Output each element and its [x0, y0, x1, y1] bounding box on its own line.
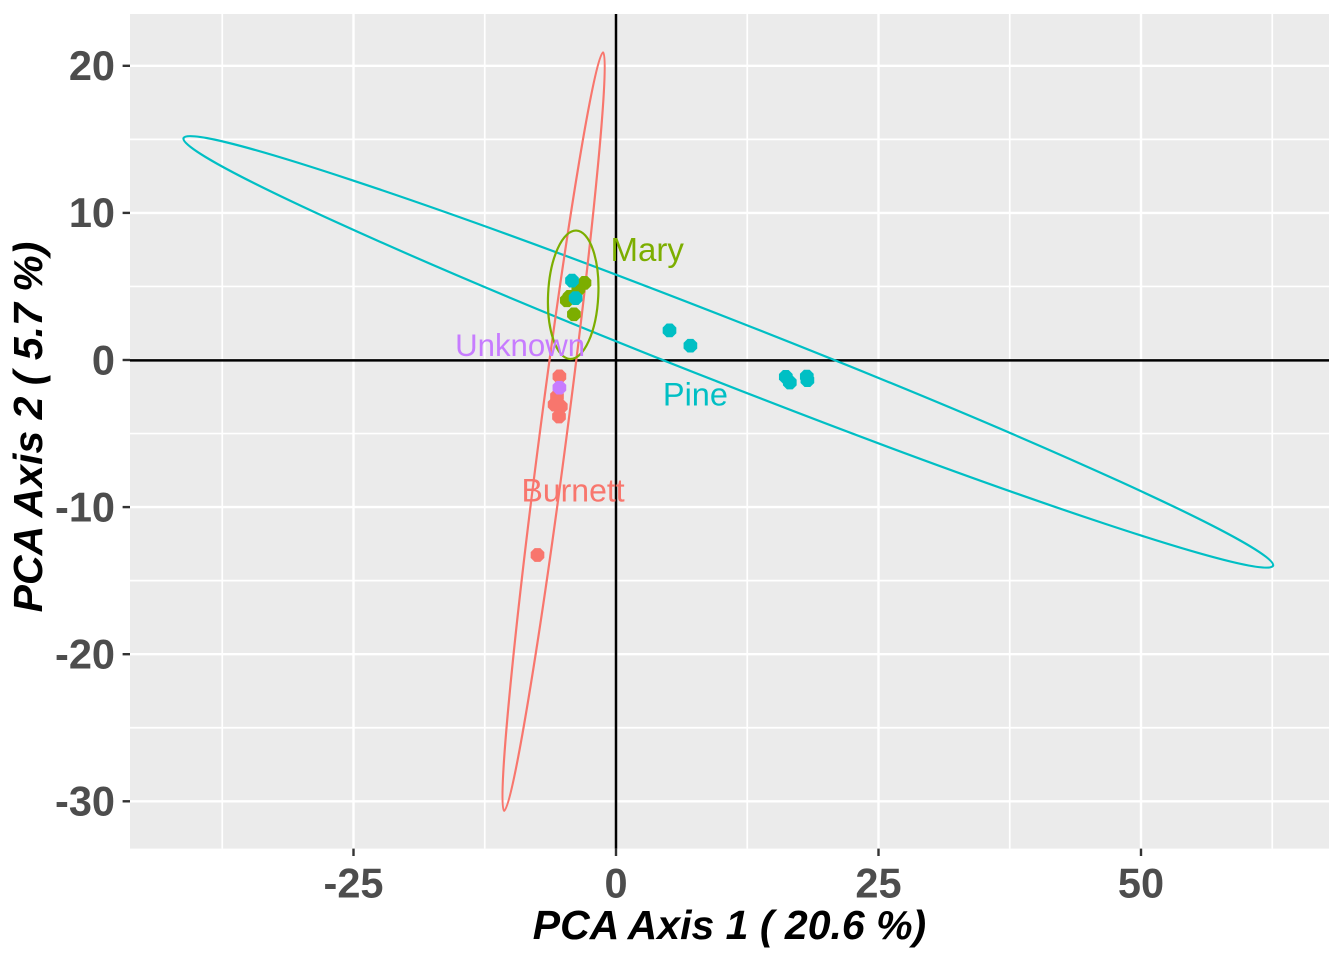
svg-text:-30: -30: [55, 778, 115, 825]
svg-text:Unknown: Unknown: [455, 328, 585, 363]
svg-text:20: 20: [69, 42, 115, 89]
svg-text:PCA Axis 2 ( 5.7 %): PCA Axis 2 ( 5.7 %): [5, 242, 51, 613]
svg-text:-10: -10: [55, 483, 115, 530]
svg-text:-20: -20: [55, 631, 115, 678]
svg-text:10: 10: [69, 189, 115, 236]
svg-text:-25: -25: [324, 859, 384, 906]
svg-text:Mary: Mary: [611, 231, 685, 268]
svg-text:0: 0: [92, 336, 115, 383]
svg-text:PCA Axis 1 ( 20.6 %): PCA Axis 1 ( 20.6 %): [533, 902, 926, 948]
svg-text:50: 50: [1118, 859, 1164, 906]
svg-text:Burnett: Burnett: [522, 472, 625, 508]
svg-text:25: 25: [855, 859, 901, 906]
svg-text:0: 0: [604, 859, 627, 906]
svg-text:Pine: Pine: [663, 376, 728, 412]
